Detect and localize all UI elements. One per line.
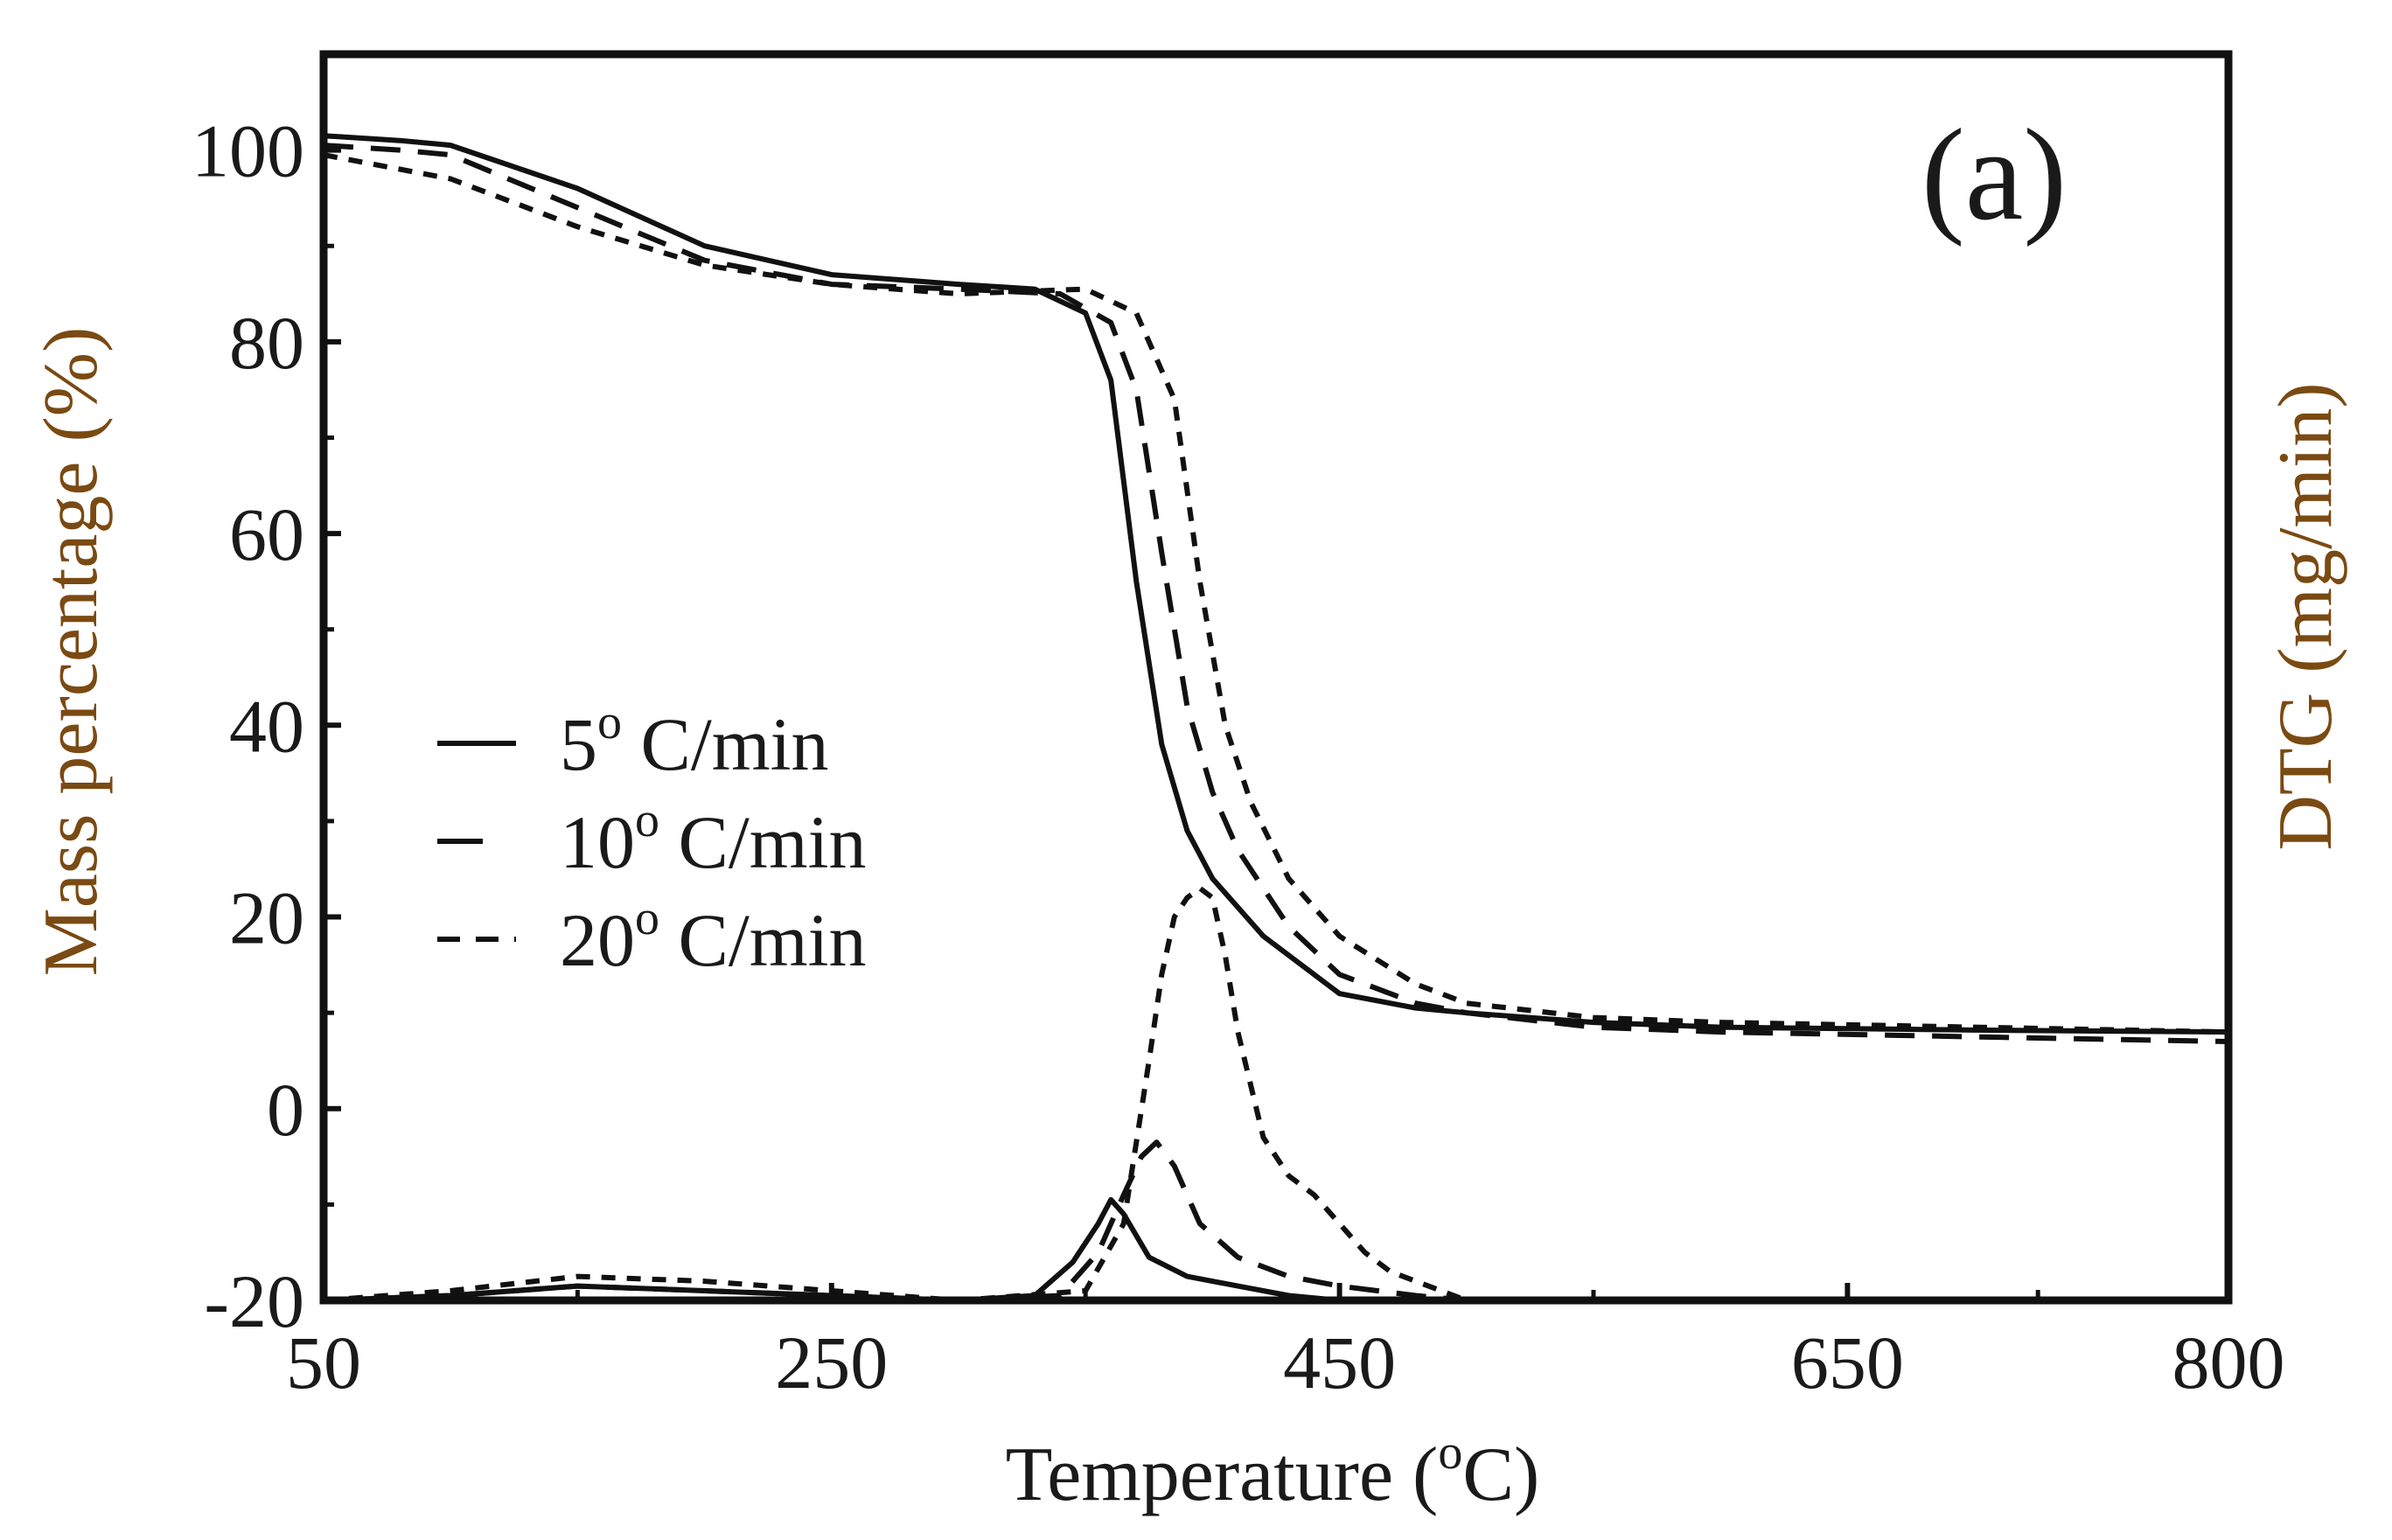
plot-frame [319, 50, 2233, 1305]
x-tick-label: 650 [1791, 1320, 1904, 1404]
y-axis-title-right: DTG (mg/min) [2263, 382, 2348, 850]
x-axis-title-prefix: Temperature ( [1006, 1432, 1439, 1517]
y-tick-label: 40 [229, 684, 304, 768]
x-axis-title-suffix: C) [1462, 1432, 1539, 1517]
y-tick-label: 0 [267, 1068, 304, 1152]
legend-label: 20o C/min [560, 891, 867, 982]
legend-item: 20o C/min [437, 891, 867, 982]
x-tick-label: 800 [2172, 1320, 2285, 1404]
y-tick-label: -20 [204, 1259, 304, 1343]
legend-label: 5o C/min [560, 695, 829, 786]
series-line-10-c-min-tg [323, 143, 2229, 1044]
y-tick-label: 20 [229, 876, 304, 960]
y-tick-label: 60 [229, 492, 304, 576]
axis-ticks-group: 50 250 450 650 800 -20 0 20 40 60 80 100 [192, 109, 2285, 1404]
x-axis-title-degree-sup: o [1438, 1425, 1462, 1480]
x-tick-label: 250 [775, 1320, 888, 1404]
svg-text:Temperature (oC): Temperature (oC) [1006, 1425, 1540, 1517]
x-tick-label: 50 [286, 1320, 361, 1404]
series-line-20-c-min-tg [323, 152, 2229, 1035]
panel-label: (a) [1921, 102, 2067, 247]
y-axis-title-left: Mass percentage (%) [29, 327, 114, 977]
x-axis-title: Temperature (oC) [1006, 1425, 1540, 1517]
series-line-10-c-min-dtg [323, 1139, 2228, 1303]
legend-item: 5o C/min [437, 695, 829, 786]
x-tick-label: 450 [1283, 1320, 1396, 1404]
y-tick-label: 100 [192, 109, 304, 193]
legend-label: 10o C/min [560, 793, 867, 884]
legend-item: 10o C/min [437, 793, 867, 884]
y-tick-label: 80 [229, 301, 304, 385]
